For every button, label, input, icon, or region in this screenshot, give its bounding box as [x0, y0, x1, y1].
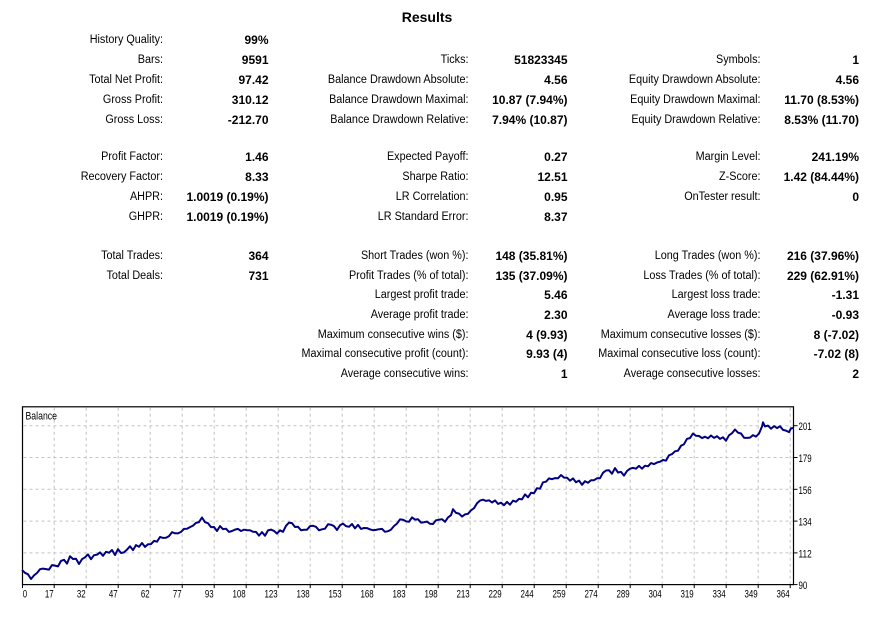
svg-text:108: 108 [233, 589, 246, 601]
svg-text:93: 93 [205, 589, 214, 601]
svg-text:112: 112 [799, 548, 812, 560]
svg-text:289: 289 [617, 589, 630, 601]
svg-text:62: 62 [141, 589, 150, 601]
svg-text:244: 244 [521, 589, 534, 601]
svg-text:259: 259 [553, 589, 566, 601]
svg-text:90: 90 [799, 580, 808, 592]
svg-text:168: 168 [361, 589, 374, 601]
svg-text:123: 123 [265, 589, 278, 601]
svg-text:156: 156 [799, 485, 812, 497]
svg-text:153: 153 [329, 589, 342, 601]
svg-text:77: 77 [173, 589, 182, 601]
svg-text:213: 213 [457, 589, 470, 601]
svg-text:183: 183 [393, 589, 406, 601]
svg-text:364: 364 [777, 589, 790, 601]
svg-text:138: 138 [297, 589, 310, 601]
svg-text:201: 201 [799, 421, 812, 433]
svg-text:0: 0 [23, 589, 27, 601]
svg-text:179: 179 [799, 453, 812, 465]
svg-text:304: 304 [649, 589, 662, 601]
svg-text:32: 32 [77, 589, 86, 601]
svg-text:334: 334 [713, 589, 726, 601]
svg-text:17: 17 [45, 589, 54, 601]
svg-text:47: 47 [109, 589, 118, 601]
svg-text:349: 349 [745, 589, 758, 601]
svg-text:274: 274 [585, 589, 598, 601]
svg-text:134: 134 [799, 517, 812, 529]
svg-text:319: 319 [681, 589, 694, 601]
svg-text:Balance: Balance [26, 411, 58, 423]
svg-text:229: 229 [489, 589, 502, 601]
svg-text:198: 198 [425, 589, 438, 601]
